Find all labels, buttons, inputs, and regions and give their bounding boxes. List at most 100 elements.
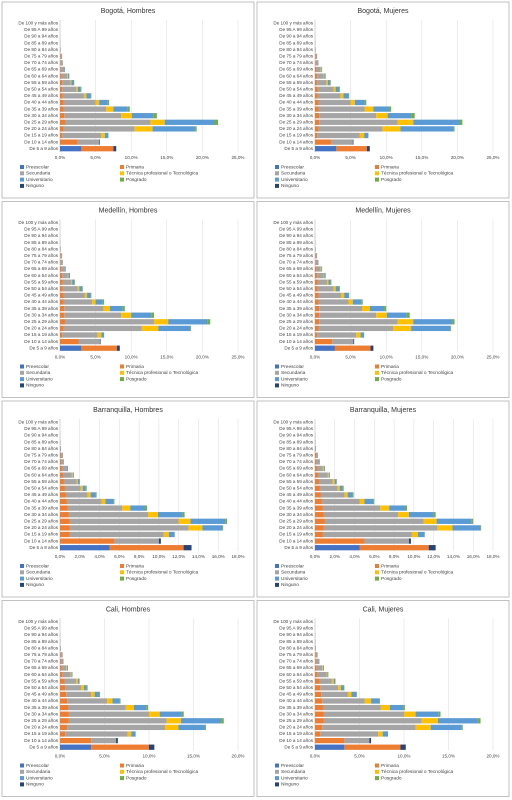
y-tick-label: De 95 A 99 años xyxy=(24,626,58,631)
legend-label: Secundaria xyxy=(26,769,51,775)
bar-segment xyxy=(60,685,66,691)
bar-segment xyxy=(67,724,166,731)
bar-segment xyxy=(397,119,414,125)
y-tick-label: De 65 a 69 años xyxy=(24,266,58,271)
y-tick-label: De 95 A 99 años xyxy=(24,426,58,431)
x-tick-label: 15,0% xyxy=(187,754,200,759)
y-tick-label: De 35 a 39 años xyxy=(24,505,58,510)
bar-segment xyxy=(60,338,79,345)
bar-segment xyxy=(330,279,332,285)
y-tick-label: De 45 a 49 años xyxy=(24,692,58,697)
bar-segment xyxy=(181,711,184,717)
bar-segment xyxy=(369,305,385,312)
bar-segment xyxy=(202,525,223,531)
legend-swatch xyxy=(20,582,24,587)
bar-segment xyxy=(62,86,77,92)
bar-segment xyxy=(411,113,415,119)
legend-label: Ninguno xyxy=(26,782,44,788)
legend-swatch xyxy=(375,165,379,169)
bar-segment xyxy=(86,93,91,99)
bar-segment xyxy=(74,279,75,285)
bar-segment xyxy=(315,737,345,744)
bar-segment xyxy=(315,66,317,73)
bar-segment xyxy=(315,325,319,332)
y-tick-label: De 40 a 44 años xyxy=(279,499,313,504)
bar-segment xyxy=(133,704,147,711)
y-tick-label: De 15 a 19 años xyxy=(279,133,313,138)
y-tick-label: De 70 a 74 años xyxy=(24,459,58,464)
bar-segment xyxy=(107,698,113,704)
bar-segment xyxy=(60,106,64,112)
y-tick-label: De 15 a 19 años xyxy=(24,532,58,537)
y-tick-label: De 70 a 74 años xyxy=(24,60,58,65)
bar-segment xyxy=(319,119,398,125)
bar-segment xyxy=(323,525,438,531)
bar-segment xyxy=(107,99,110,106)
bar-segment xyxy=(157,512,183,518)
bar-segment xyxy=(149,711,160,717)
bar-segment xyxy=(361,299,363,305)
bar-segment xyxy=(77,139,100,145)
bar-segment xyxy=(370,345,374,351)
bar-segment xyxy=(60,737,92,744)
y-tick-label: De 100 y más años xyxy=(18,220,58,225)
y-tick-label: De 100 y más años xyxy=(18,619,58,624)
bar-segment xyxy=(76,479,78,485)
legend-label: Primaria xyxy=(381,364,399,370)
bar-segment xyxy=(64,266,66,272)
legend-label: Primaria xyxy=(381,563,399,569)
legend-label: Universitario xyxy=(281,376,308,382)
bar-segment xyxy=(364,132,369,139)
bar-segment xyxy=(315,146,337,152)
bar-segment xyxy=(315,691,322,698)
x-tick-label: 15,0% xyxy=(160,155,173,160)
y-tick-label: De 50 a 54 años xyxy=(279,87,313,92)
legend-swatch xyxy=(275,165,279,169)
bar-segment xyxy=(64,113,122,119)
bar-segment xyxy=(339,485,343,491)
bar-segment xyxy=(323,272,325,279)
bar-segment xyxy=(327,671,329,678)
y-tick-label: De 15 a 19 años xyxy=(24,133,58,138)
legend-swatch xyxy=(275,769,279,774)
y-tick-label: De 40 a 44 años xyxy=(24,698,58,703)
bar-segment xyxy=(76,86,78,92)
y-tick-label: De 60 a 64 años xyxy=(24,472,58,477)
y-tick-label: De 55 a 59 años xyxy=(279,279,313,284)
bar-segment xyxy=(400,744,406,750)
bar-segment xyxy=(393,325,412,332)
bar-segment xyxy=(101,332,105,338)
y-tick-label: De 95 A 99 años xyxy=(24,27,58,32)
y-tick-label: De 45 a 49 años xyxy=(279,492,313,497)
bar-segment xyxy=(333,286,336,292)
legend-swatch xyxy=(375,763,379,768)
bar-segment xyxy=(332,338,354,345)
bar-segment xyxy=(322,505,381,511)
bar-segment xyxy=(68,512,149,518)
bar-segment xyxy=(80,86,82,92)
bar-segment xyxy=(153,319,169,325)
y-tick-label: De 100 y más años xyxy=(273,220,313,225)
bar-segment xyxy=(324,272,326,279)
legend-label: Universitario xyxy=(281,576,308,582)
y-tick-label: De 50 a 54 años xyxy=(24,87,58,92)
bar-segment xyxy=(81,146,114,152)
legend-swatch xyxy=(275,564,279,568)
y-tick-label: De 20 a 24 años xyxy=(279,126,313,131)
bar-segment xyxy=(315,305,320,312)
bar-segment xyxy=(317,286,334,292)
bar-segment xyxy=(62,671,71,678)
bar-segment xyxy=(315,665,317,671)
bar-segment xyxy=(320,685,339,691)
bar-segment xyxy=(318,99,351,106)
bar-segment xyxy=(380,505,390,511)
y-tick-label: De 5 a 9 años xyxy=(29,345,58,350)
bar-segment xyxy=(408,538,411,544)
bar-segment xyxy=(60,259,63,266)
bar-segment xyxy=(60,66,61,73)
y-tick-label: De 25 a 29 años xyxy=(279,319,313,324)
bar-segment xyxy=(315,525,324,531)
bar-segment xyxy=(159,711,182,717)
chart-title: Medellín, Hombres xyxy=(99,207,158,214)
